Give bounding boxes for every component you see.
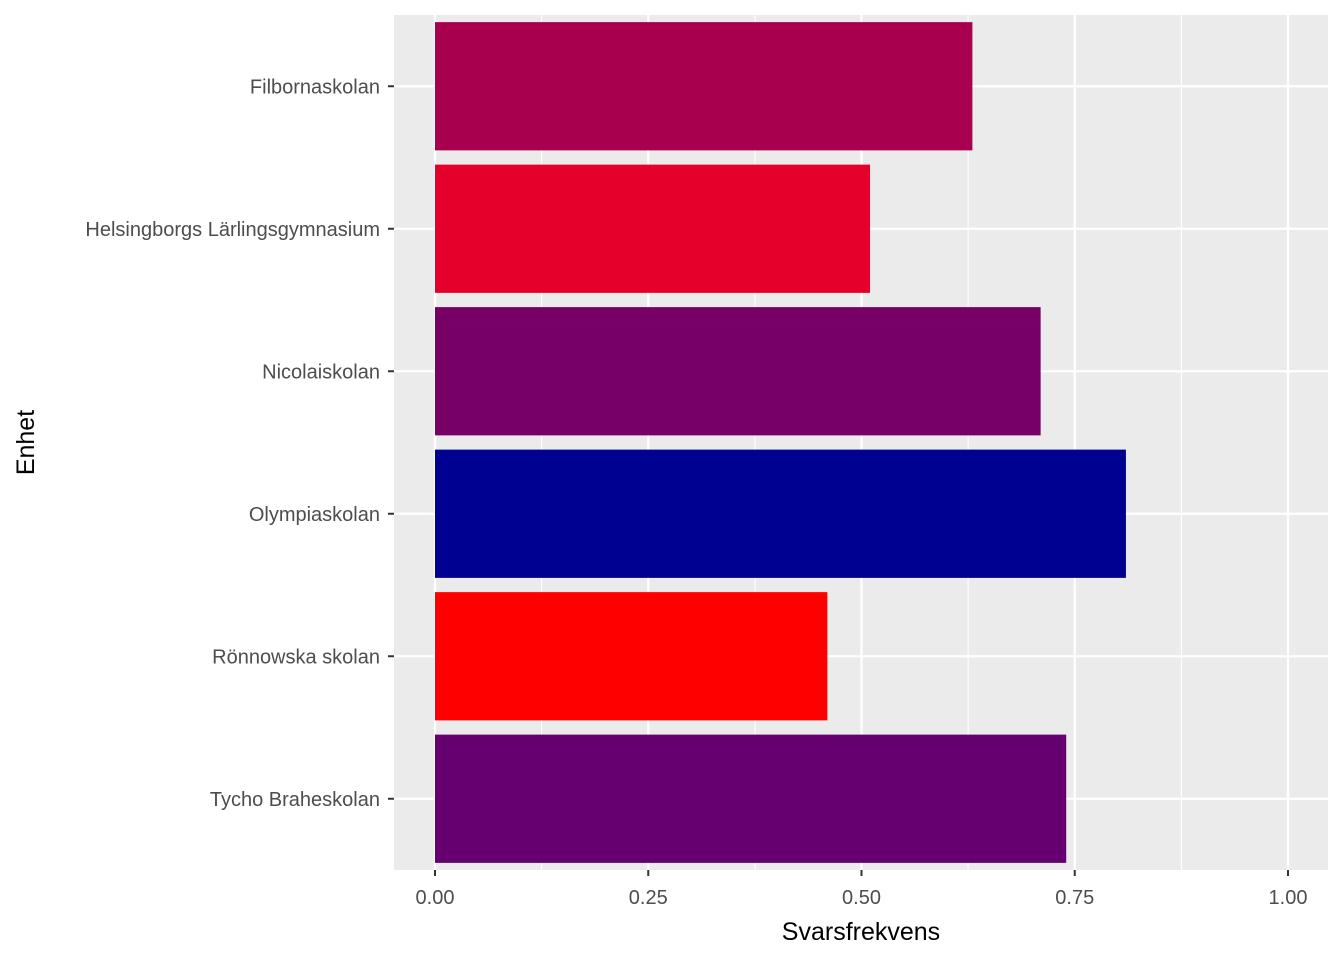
- bar: [435, 164, 871, 293]
- y-axis-title: Enhet: [12, 410, 40, 475]
- y-tick-label: Helsingborgs Lärlingsgymnasium: [85, 219, 380, 241]
- minor-gridlines: [541, 15, 1182, 870]
- y-tick-label: Nicolaiskolan: [262, 361, 380, 383]
- y-tick-label: Filbornaskolan: [250, 76, 380, 98]
- bar: [435, 592, 828, 721]
- y-tick-label: Olympiaskolan: [249, 504, 380, 526]
- y-tick-label: Rönnowska skolan: [212, 646, 380, 668]
- x-tick-label: 0.25: [629, 887, 668, 909]
- x-tick-label: 1.00: [1269, 887, 1308, 909]
- x-tick-label: 0.75: [1055, 887, 1094, 909]
- bar: [435, 22, 973, 151]
- x-axis-title: Svarsfrekvens: [782, 918, 940, 946]
- bar: [435, 734, 1067, 863]
- x-axis: 0.00 0.25 0.50 0.75 1.00: [416, 870, 1308, 909]
- y-tick-label: Tycho Braheskolan: [210, 789, 380, 811]
- bar: [435, 449, 1126, 578]
- bar: [435, 307, 1041, 436]
- bars: [435, 22, 1126, 863]
- x-tick-label: 0.50: [842, 887, 881, 909]
- y-axis: Filbornaskolan Helsingborgs Lärlingsgymna…: [85, 76, 394, 811]
- x-tick-label: 0.00: [416, 887, 455, 909]
